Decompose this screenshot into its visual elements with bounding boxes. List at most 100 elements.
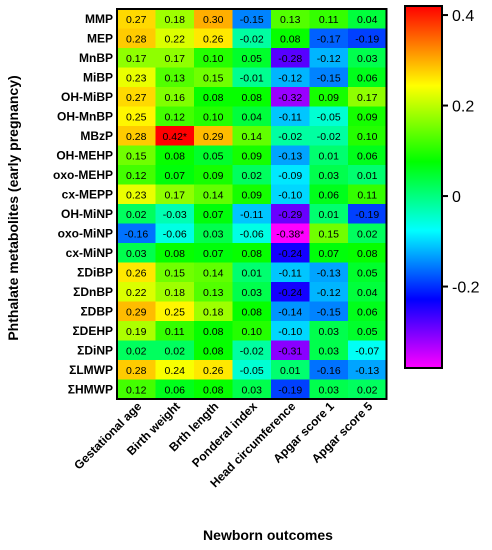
heatmap-cell (194, 282, 233, 302)
colorbar (404, 5, 443, 369)
cell-value-label: -0.02 (317, 131, 341, 143)
cell-value-label: 0.15 (319, 228, 340, 240)
cell-value-label: 0.13 (203, 287, 224, 299)
cell-value-label: 0.18 (165, 14, 186, 26)
cell-value-label: 0.06 (357, 306, 378, 318)
heatmap-cell (348, 301, 387, 322)
cell-value-label: 0.26 (126, 267, 147, 279)
cell-value-label: 0.29 (203, 131, 224, 143)
cell-value-label: 0.15 (203, 72, 224, 84)
heatmap-cell (348, 145, 387, 166)
heatmap-cell (271, 28, 310, 49)
cell-value-label: 0.10 (357, 131, 378, 143)
cell-value-label: 0.22 (126, 287, 147, 299)
cell-value-label: 0.17 (165, 189, 186, 201)
heatmap-cell (194, 204, 233, 224)
heatmap-cell (309, 106, 349, 127)
row-label: oxo-MiNP (58, 226, 113, 240)
heatmap-cell (271, 184, 310, 205)
row-label: cx-MEPP (62, 187, 113, 201)
cell-value-label: -0.15 (317, 72, 341, 84)
row-label: OH-MEHP (56, 148, 113, 162)
heatmap-cell (194, 106, 233, 127)
heatmap-cell (117, 67, 156, 88)
heatmap-cell (155, 48, 195, 68)
heatmap-cell (348, 282, 387, 302)
cell-value-label: 0.05 (357, 326, 378, 338)
row-label: ΣLMWP (69, 363, 113, 377)
cell-value-label: 0.04 (357, 287, 378, 299)
cell-value-label: -0.13 (355, 365, 379, 377)
cell-value-label: 0.02 (357, 384, 378, 396)
heatmap-cell (117, 126, 156, 146)
heatmap-cell (117, 106, 156, 127)
cell-value-label: 0.17 (126, 53, 147, 65)
cell-value-label: 0.03 (242, 384, 263, 396)
heatmap-cell (309, 379, 349, 400)
cell-value-label: 0.42* (162, 131, 187, 143)
cell-value-label: -0.05 (240, 365, 264, 377)
row-label: OH-MiNP (61, 207, 113, 221)
heatmap-cell (194, 9, 233, 29)
heatmap-cell (348, 106, 387, 127)
cell-value-label: -0.10 (278, 189, 302, 201)
heatmap-cell (232, 223, 272, 244)
cell-value-label: 0.19 (126, 326, 147, 338)
cell-value-label: -0.31 (278, 345, 302, 357)
cell-value-label: -0.05 (317, 111, 341, 123)
cell-value-label: 0.26 (203, 365, 224, 377)
heatmap-cell (271, 204, 310, 224)
cell-value-label: -0.02 (240, 345, 264, 357)
cell-value-label: 0.08 (165, 248, 186, 260)
heatmap-cell (117, 282, 156, 302)
heatmap-cell (232, 48, 272, 68)
heatmap-cell (271, 106, 310, 127)
cell-value-label: 0.14 (203, 189, 224, 201)
cell-value-label: 0.08 (280, 33, 301, 45)
cell-value-label: 0.08 (242, 306, 263, 318)
heatmap-cell (348, 165, 387, 185)
heatmap-cell (155, 184, 195, 205)
heatmap-cell (348, 360, 387, 380)
heatmap-cell (271, 126, 310, 146)
heatmap-cell (155, 340, 195, 361)
cell-value-label: -0.24 (278, 248, 302, 260)
cell-value-label: 0.08 (203, 345, 224, 357)
row-label: MnBP (79, 51, 113, 65)
heatmap-cell (348, 340, 387, 361)
heatmap-cell (117, 321, 156, 341)
heatmap-cell (232, 28, 272, 49)
heatmap-cell (309, 165, 349, 185)
cell-value-label: -0.16 (317, 365, 341, 377)
heatmap-cell (309, 204, 349, 224)
cell-value-label: 0.15 (126, 150, 147, 162)
cell-value-label: 0.03 (203, 228, 224, 240)
cell-value-label: 0.22 (165, 33, 186, 45)
x-axis-title: Newborn outcomes (203, 527, 333, 543)
cell-value-label: 0.06 (165, 384, 186, 396)
row-label: ΣDEHP (72, 324, 113, 338)
heatmap-cell (155, 262, 195, 283)
heatmap-cell (194, 379, 233, 400)
cell-value-label: -0.02 (240, 33, 264, 45)
heatmap-cell (271, 223, 310, 244)
heatmap-cell (232, 379, 272, 400)
cell-value-label: 0.08 (203, 384, 224, 396)
cell-value-label: -0.01 (240, 72, 264, 84)
cell-value-label: -0.13 (317, 267, 341, 279)
cell-value-label: -0.19 (355, 33, 379, 45)
cell-value-label: 0.28 (126, 365, 147, 377)
heatmap-cell (271, 165, 310, 185)
heatmap-cell (348, 9, 387, 29)
heatmap-cell (117, 262, 156, 283)
cell-value-label: 0.03 (319, 170, 340, 182)
cell-value-label: -0.06 (240, 228, 264, 240)
heatmap-cell (117, 360, 156, 380)
heatmap-cell (309, 223, 349, 244)
cell-value-label: 0.08 (203, 326, 224, 338)
cell-value-label: 0.06 (319, 189, 340, 201)
heatmap-cell (155, 106, 195, 127)
cell-value-label: 0.09 (242, 150, 263, 162)
heatmap-cell (117, 145, 156, 166)
